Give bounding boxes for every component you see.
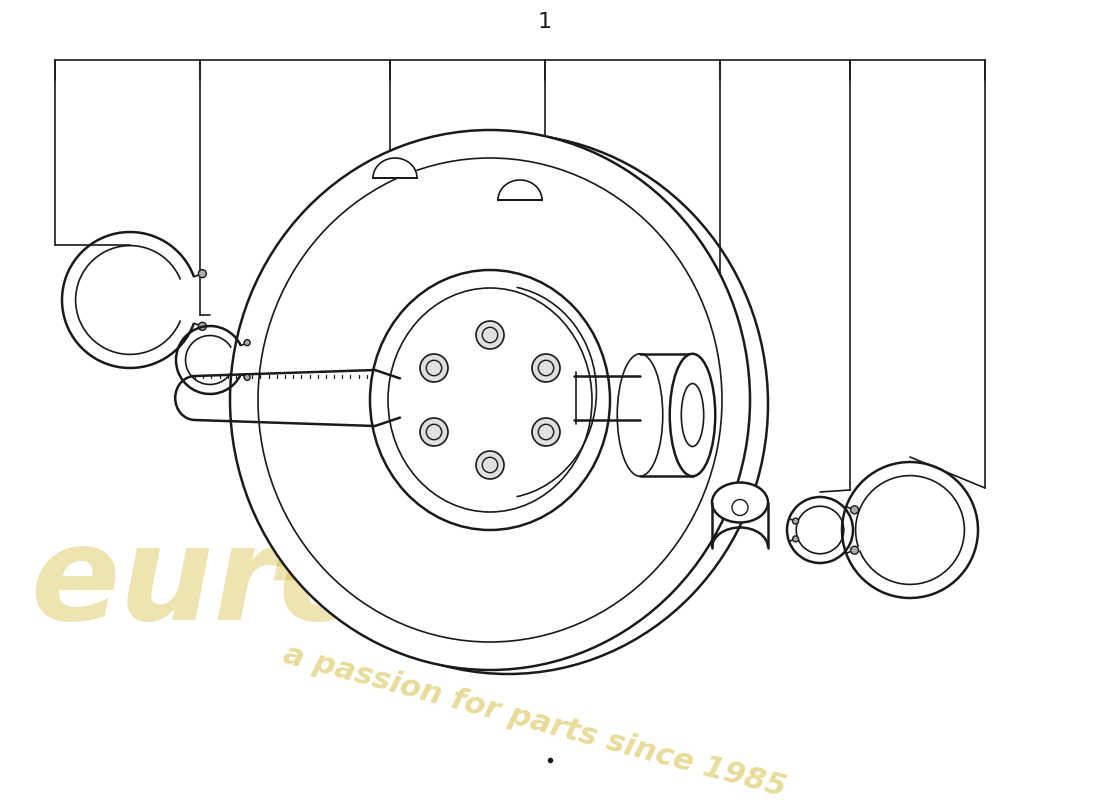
Circle shape xyxy=(793,536,799,542)
Circle shape xyxy=(198,270,207,278)
Circle shape xyxy=(476,451,504,479)
Text: 1: 1 xyxy=(538,12,552,32)
Ellipse shape xyxy=(276,162,740,646)
Circle shape xyxy=(793,518,799,524)
Circle shape xyxy=(850,546,859,554)
Circle shape xyxy=(244,340,250,346)
Ellipse shape xyxy=(370,270,610,530)
Ellipse shape xyxy=(258,158,722,642)
Polygon shape xyxy=(373,158,417,178)
Text: euro: euro xyxy=(30,520,370,647)
Circle shape xyxy=(850,506,859,514)
Circle shape xyxy=(532,354,560,382)
Ellipse shape xyxy=(681,383,704,446)
Polygon shape xyxy=(498,180,542,200)
Text: a passion for parts since 1985: a passion for parts since 1985 xyxy=(280,640,789,800)
Ellipse shape xyxy=(617,354,662,476)
Circle shape xyxy=(476,321,504,349)
Ellipse shape xyxy=(670,354,715,476)
Ellipse shape xyxy=(712,482,768,522)
Circle shape xyxy=(532,418,560,446)
Circle shape xyxy=(244,374,250,380)
Ellipse shape xyxy=(388,288,592,512)
Circle shape xyxy=(198,322,207,330)
Ellipse shape xyxy=(248,134,768,674)
Text: Parts: Parts xyxy=(270,480,654,607)
Circle shape xyxy=(420,418,448,446)
Circle shape xyxy=(420,354,448,382)
Ellipse shape xyxy=(230,130,750,670)
